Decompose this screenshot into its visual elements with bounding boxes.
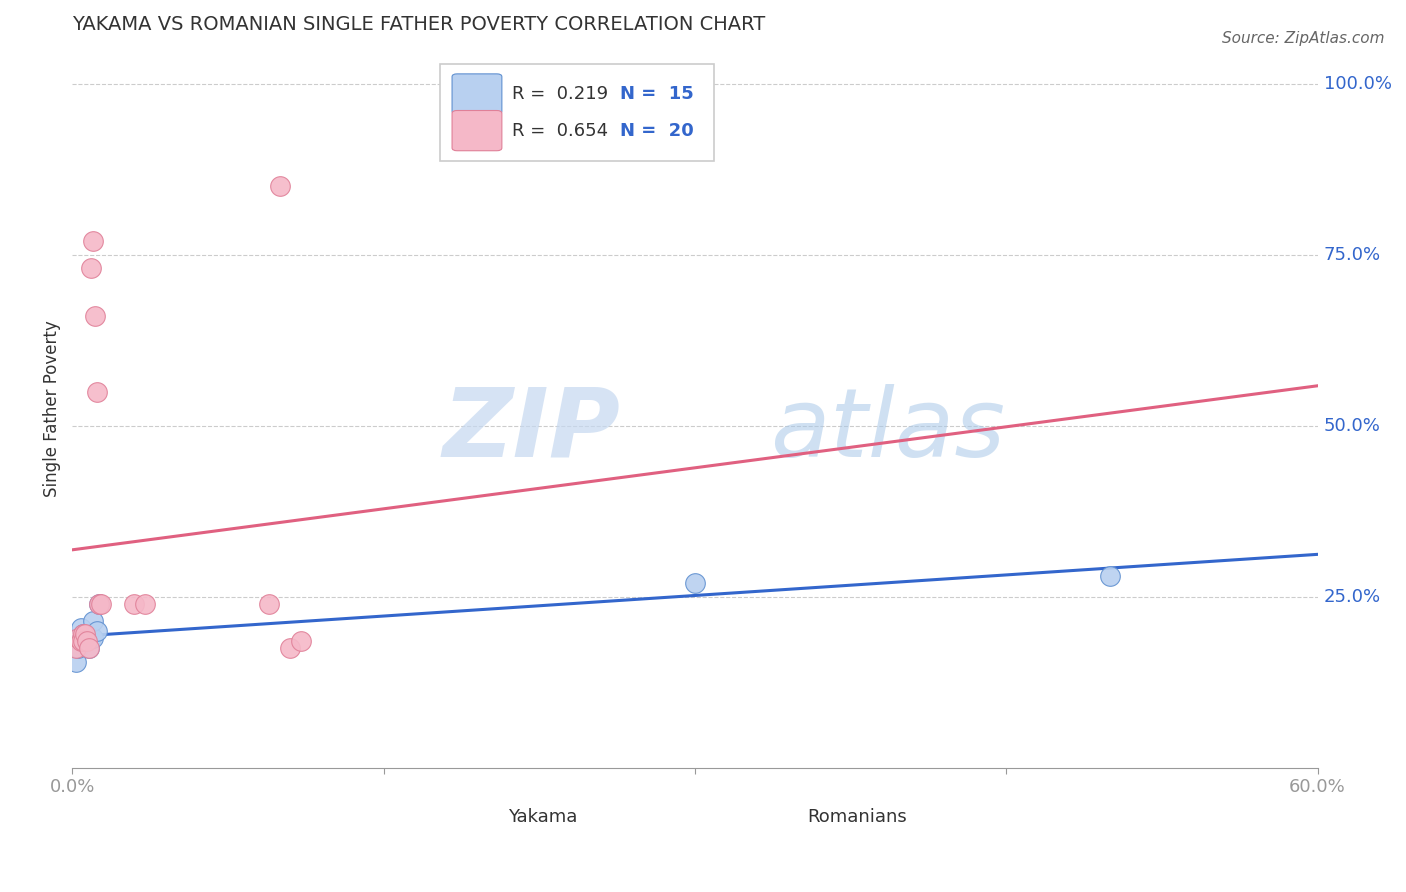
Text: 75.0%: 75.0% — [1324, 245, 1381, 264]
Point — [82, 234, 104, 248]
Text: Source: ZipAtlas.com: Source: ZipAtlas.com — [1222, 31, 1385, 46]
Point — [290, 634, 312, 648]
Point — [65, 655, 87, 669]
Text: N =  20: N = 20 — [620, 121, 695, 140]
Point — [86, 624, 108, 638]
Point — [69, 634, 91, 648]
Text: R =  0.654: R = 0.654 — [512, 121, 607, 140]
Point — [67, 631, 90, 645]
FancyBboxPatch shape — [461, 801, 503, 832]
Point — [82, 631, 104, 645]
Point — [80, 261, 103, 276]
Point — [77, 641, 100, 656]
FancyBboxPatch shape — [759, 801, 801, 832]
Text: ZIP: ZIP — [443, 384, 620, 476]
Point — [278, 641, 301, 656]
Point — [134, 597, 156, 611]
Point — [269, 179, 291, 194]
Point — [77, 641, 100, 656]
Point — [89, 597, 111, 611]
Text: R =  0.219: R = 0.219 — [512, 85, 607, 103]
Point — [84, 310, 107, 324]
Text: atlas: atlas — [769, 384, 1005, 476]
Point — [259, 597, 281, 611]
Point — [76, 634, 98, 648]
Text: 50.0%: 50.0% — [1324, 417, 1381, 434]
Text: YAKAMA VS ROMANIAN SINGLE FATHER POVERTY CORRELATION CHART: YAKAMA VS ROMANIAN SINGLE FATHER POVERTY… — [72, 15, 765, 34]
Text: Romanians: Romanians — [807, 807, 907, 826]
Text: Yakama: Yakama — [508, 807, 578, 826]
Point — [72, 627, 94, 641]
Point — [76, 634, 98, 648]
Point — [82, 614, 104, 628]
Point — [72, 634, 94, 648]
FancyBboxPatch shape — [440, 64, 714, 161]
Point — [72, 634, 94, 648]
Point — [73, 627, 96, 641]
FancyBboxPatch shape — [453, 74, 502, 114]
Text: 100.0%: 100.0% — [1324, 75, 1392, 93]
Point — [683, 576, 706, 591]
FancyBboxPatch shape — [453, 111, 502, 151]
Point — [65, 641, 87, 656]
Point — [90, 597, 112, 611]
Point — [89, 597, 111, 611]
Y-axis label: Single Father Poverty: Single Father Poverty — [44, 320, 60, 497]
Point — [86, 384, 108, 399]
Point — [72, 627, 94, 641]
Text: N =  15: N = 15 — [620, 85, 695, 103]
Point — [67, 641, 90, 656]
Point — [124, 597, 146, 611]
Point — [73, 627, 96, 641]
Point — [80, 631, 103, 645]
Point — [1098, 569, 1121, 583]
Point — [69, 621, 91, 635]
Text: 25.0%: 25.0% — [1324, 588, 1381, 606]
